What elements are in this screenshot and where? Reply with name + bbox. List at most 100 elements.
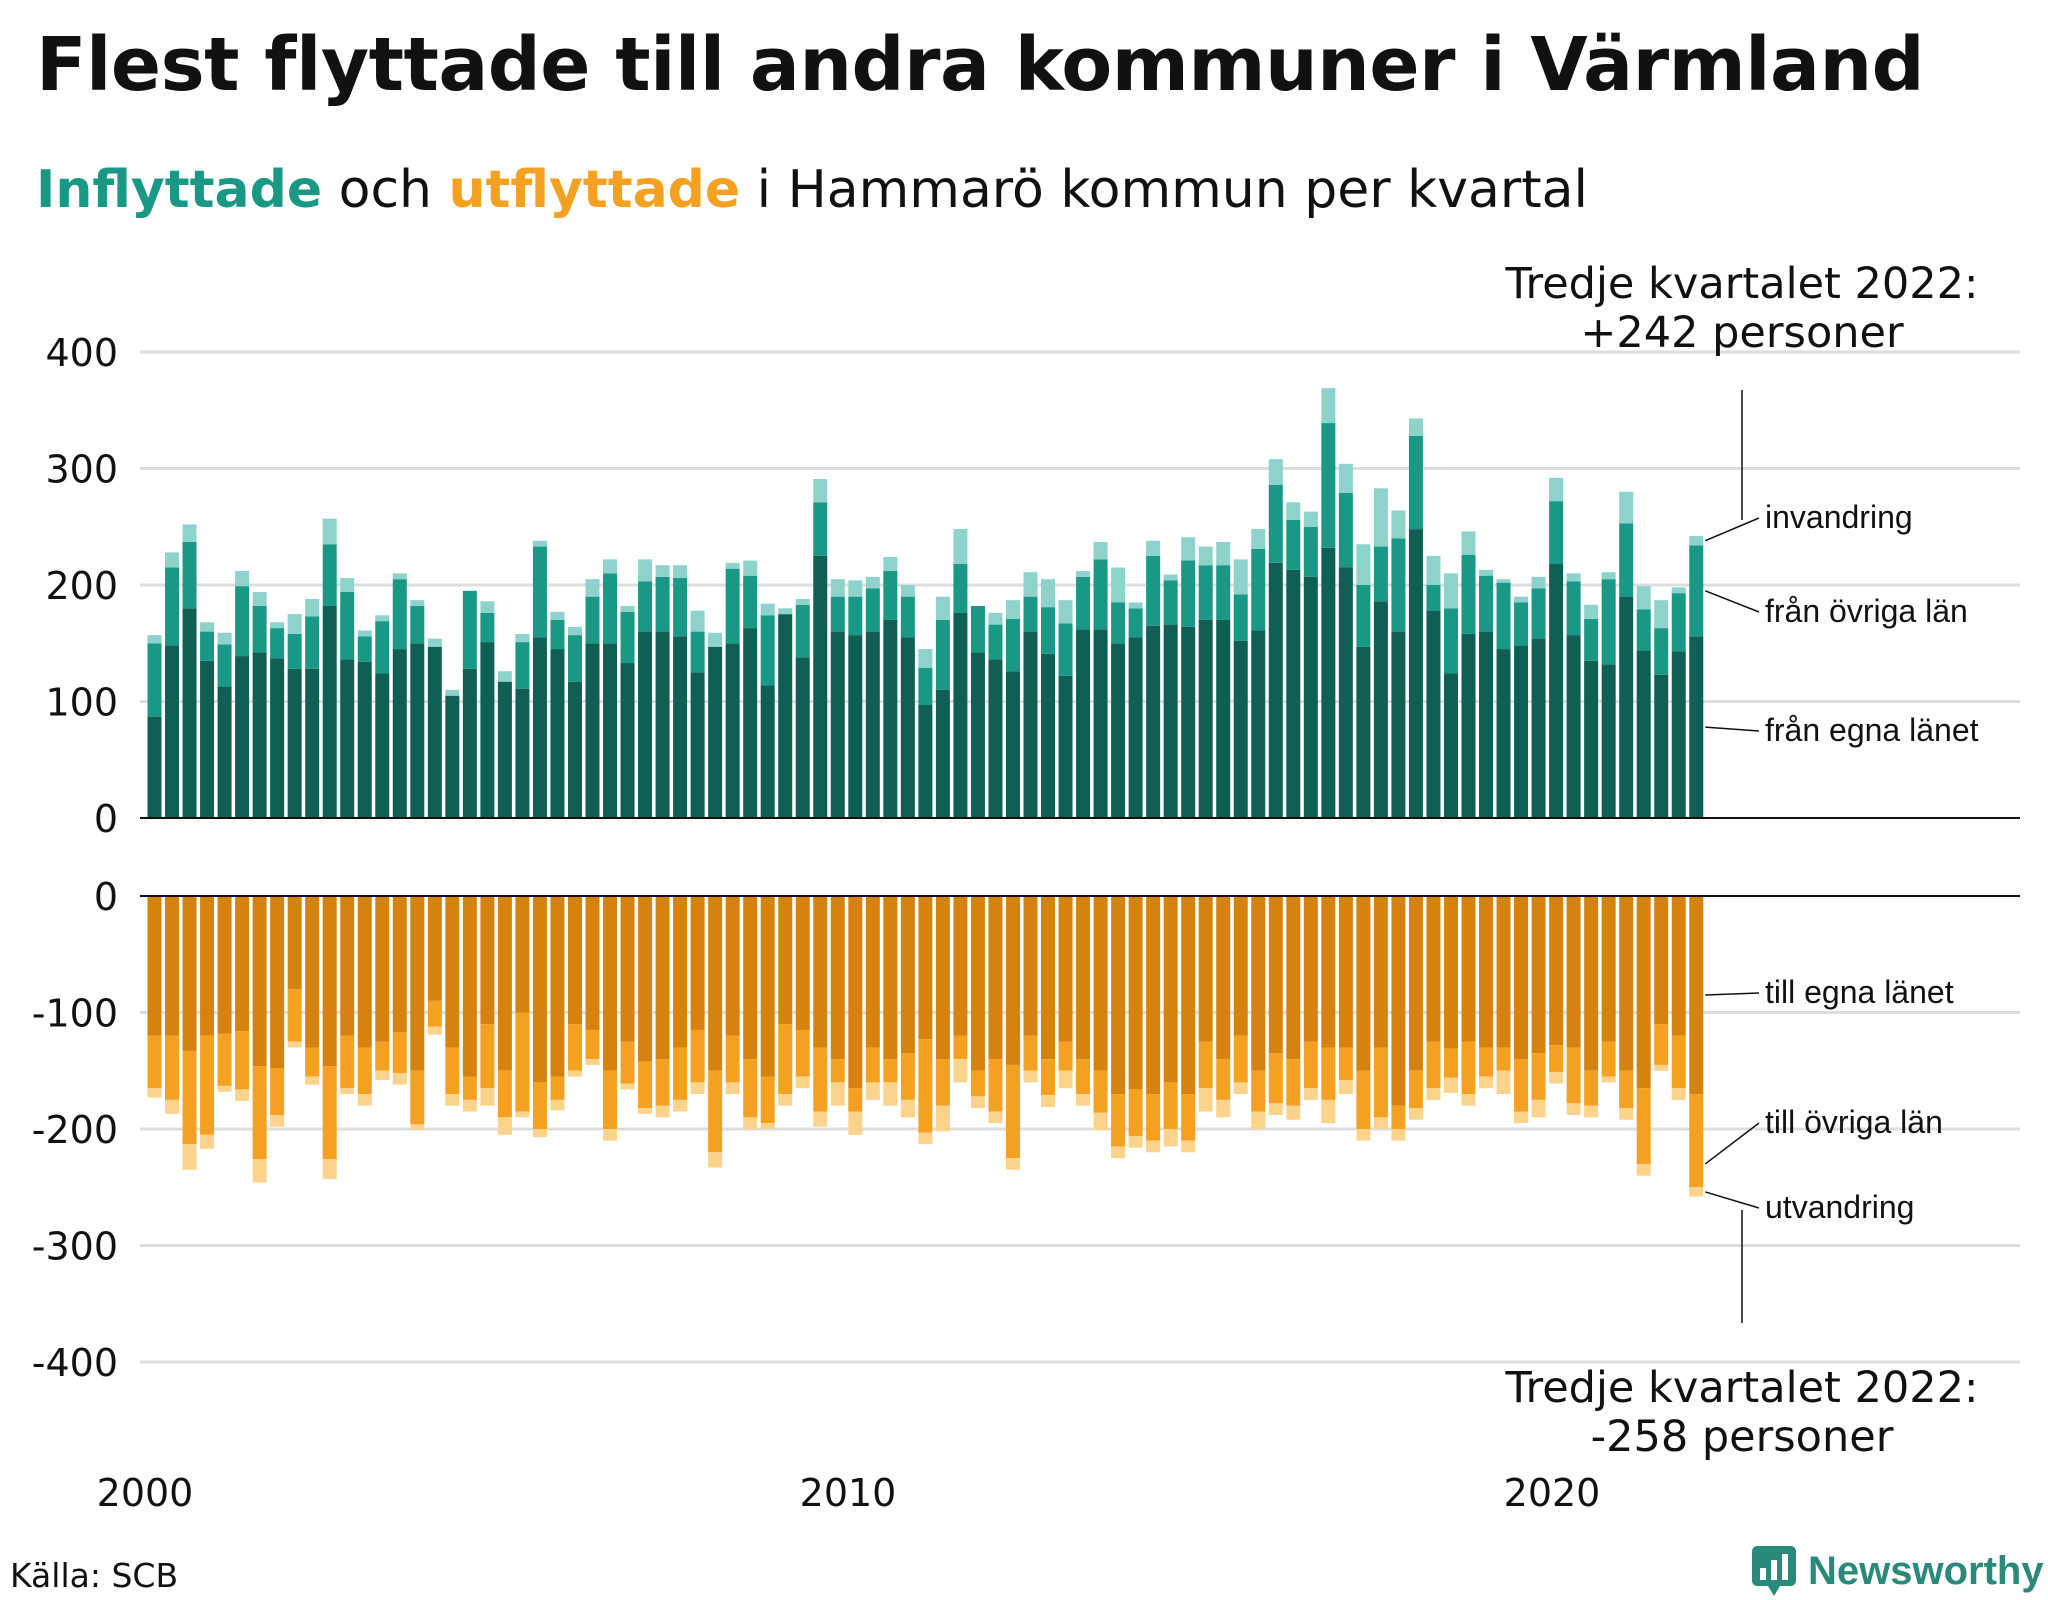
bar-fran-egna-lanet xyxy=(1093,629,1108,818)
bar-till-egna-lanet xyxy=(1671,896,1686,1036)
bar-till-egna-lanet xyxy=(935,896,950,1060)
annotation-top-line2: +242 personer xyxy=(1580,308,1904,358)
bar-till-ovriga-lan xyxy=(235,1031,250,1090)
bar-fran-egna-lanet xyxy=(252,652,267,818)
bar-till-ovriga-lan xyxy=(550,1076,565,1100)
bar-fran-egna-lanet xyxy=(673,636,688,818)
bar-invandring xyxy=(1479,569,1494,576)
bar-fran-egna-lanet xyxy=(217,686,232,818)
bar-fran-ovriga-lan xyxy=(1443,608,1458,674)
bar-utvandring xyxy=(708,1152,723,1168)
bar-fran-egna-lanet xyxy=(1601,664,1616,818)
bar-till-egna-lanet xyxy=(1619,896,1634,1071)
source-note: Källa: SCB xyxy=(10,1556,179,1595)
bar-fran-ovriga-lan xyxy=(1023,596,1038,632)
bar-till-ovriga-lan xyxy=(603,1070,618,1129)
bar-till-ovriga-lan xyxy=(1531,1053,1546,1100)
bar-fran-ovriga-lan xyxy=(655,576,670,632)
bar-fran-ovriga-lan xyxy=(620,611,635,664)
bar-till-ovriga-lan xyxy=(1286,1059,1301,1106)
bar-fran-ovriga-lan xyxy=(375,621,390,674)
bar-fran-egna-lanet xyxy=(1005,671,1020,818)
bar-utvandring xyxy=(1303,1088,1318,1100)
bar-till-ovriga-lan xyxy=(1373,1047,1388,1118)
bar-invandring xyxy=(918,649,933,668)
bar-fran-egna-lanet xyxy=(497,681,512,818)
bar-till-egna-lanet xyxy=(322,896,337,1067)
bar-fran-ovriga-lan xyxy=(900,596,915,638)
bar-invandring xyxy=(743,560,758,576)
bar-fran-ovriga-lan xyxy=(883,571,898,620)
bar-utvandring xyxy=(1479,1076,1494,1089)
bar-utvandring xyxy=(1391,1129,1406,1141)
bar-till-egna-lanet xyxy=(1408,896,1423,1071)
bar-till-egna-lanet xyxy=(778,896,793,1025)
bar-fran-egna-lanet xyxy=(1461,633,1476,818)
bar-fran-ovriga-lan xyxy=(1093,559,1108,630)
bar-invandring xyxy=(1566,573,1581,582)
bar-utvandring xyxy=(550,1099,565,1111)
bar-fran-egna-lanet xyxy=(147,716,162,818)
bar-fran-ovriga-lan xyxy=(1146,555,1161,626)
bar-fran-egna-lanet xyxy=(935,689,950,818)
bar-fran-egna-lanet xyxy=(900,637,915,818)
y-tick-label: 200 xyxy=(45,564,118,608)
bar-fran-egna-lanet xyxy=(305,668,320,818)
bar-till-ovriga-lan xyxy=(778,1024,793,1095)
y-tick-label: 400 xyxy=(45,331,118,375)
bar-utvandring xyxy=(1496,1070,1511,1095)
bar-till-ovriga-lan xyxy=(743,1059,758,1118)
bar-fran-ovriga-lan xyxy=(970,605,985,653)
bar-invandring xyxy=(620,605,635,612)
bar-fran-egna-lanet xyxy=(743,628,758,818)
bar-invandring xyxy=(690,610,705,632)
bar-invandring xyxy=(340,578,355,592)
bar-till-ovriga-lan xyxy=(655,1059,670,1106)
bar-till-egna-lanet xyxy=(743,896,758,1060)
bar-fran-egna-lanet xyxy=(1671,651,1686,818)
bar-till-ovriga-lan xyxy=(305,1047,320,1077)
bar-till-ovriga-lan xyxy=(953,1035,968,1060)
bar-till-ovriga-lan xyxy=(515,1012,530,1112)
bar-fran-egna-lanet xyxy=(392,649,407,818)
bar-till-egna-lanet xyxy=(165,896,180,1036)
bar-invandring xyxy=(1216,541,1231,566)
bar-utvandring xyxy=(165,1099,180,1114)
bar-till-egna-lanet xyxy=(1566,896,1581,1048)
bar-invandring xyxy=(1076,571,1091,577)
bar-till-egna-lanet xyxy=(392,896,407,1033)
bar-utvandring xyxy=(1566,1103,1581,1116)
bar-invandring xyxy=(1268,459,1283,485)
bar-fran-ovriga-lan xyxy=(532,546,547,638)
bar-fran-ovriga-lan xyxy=(1163,580,1178,625)
annotation-bottom-line1: Tredje kvartalet 2022: xyxy=(1505,1363,1979,1413)
bar-utvandring xyxy=(1093,1112,1108,1131)
bar-till-egna-lanet xyxy=(217,896,232,1034)
bar-till-egna-lanet xyxy=(795,896,810,1030)
bar-fran-egna-lanet xyxy=(918,704,933,818)
bar-till-ovriga-lan xyxy=(287,989,302,1042)
bar-fran-ovriga-lan xyxy=(1181,560,1196,627)
bar-invandring xyxy=(1023,572,1038,597)
bar-fran-egna-lanet xyxy=(795,657,810,818)
bar-fran-ovriga-lan xyxy=(1461,554,1476,634)
bar-till-ovriga-lan xyxy=(375,1041,390,1071)
bar-utvandring xyxy=(515,1111,530,1118)
bar-utvandring xyxy=(305,1076,320,1085)
bar-till-ovriga-lan xyxy=(182,1050,197,1145)
bar-till-egna-lanet xyxy=(1391,896,1406,1106)
bar-till-ovriga-lan xyxy=(1391,1105,1406,1129)
bar-till-ovriga-lan xyxy=(462,1076,477,1100)
bar-till-egna-lanet xyxy=(1041,896,1056,1060)
bar-till-egna-lanet xyxy=(655,896,670,1060)
bar-invandring xyxy=(1461,531,1476,555)
y-tick-label: -200 xyxy=(32,1108,118,1152)
bar-invandring xyxy=(673,565,688,579)
bar-fran-egna-lanet xyxy=(1181,626,1196,818)
bar-fran-ovriga-lan xyxy=(1041,607,1056,654)
bar-utvandring xyxy=(427,1026,442,1035)
bar-fran-egna-lanet xyxy=(340,659,355,818)
y-tick-label: 0 xyxy=(94,797,118,841)
bar-till-ovriga-lan xyxy=(1443,1048,1458,1078)
